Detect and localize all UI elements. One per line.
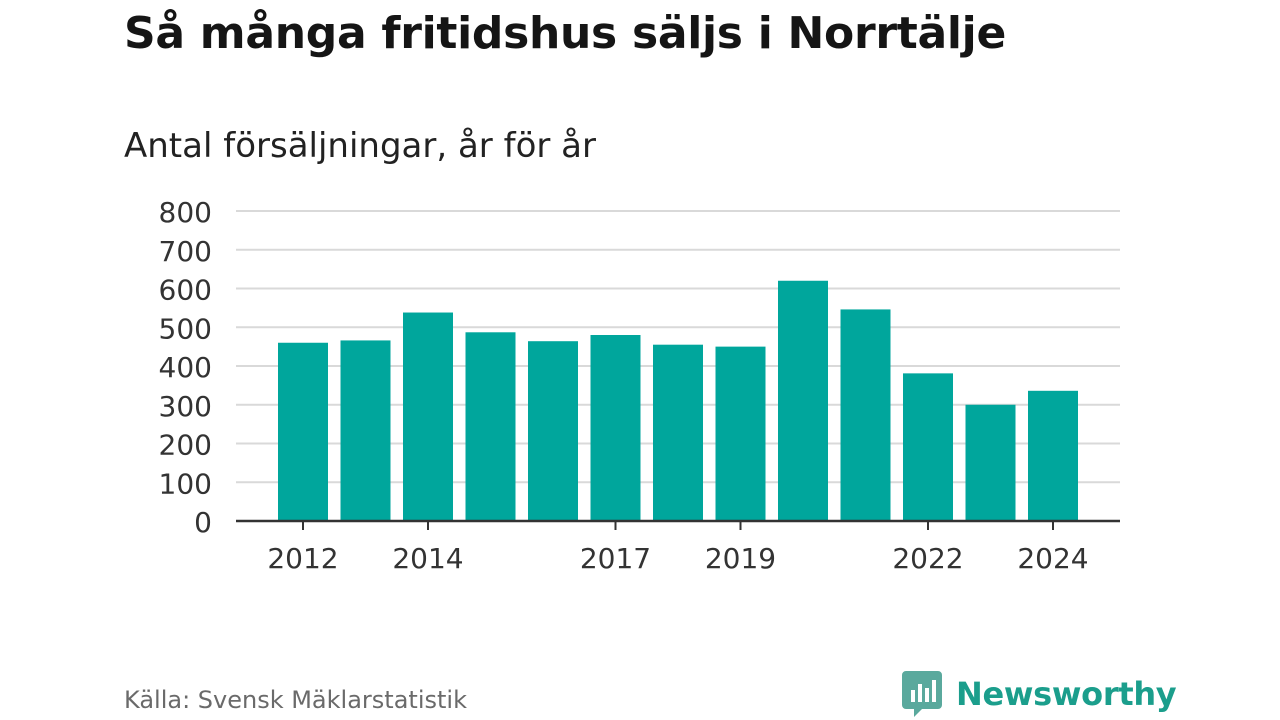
y-tick-label: 100 — [159, 467, 212, 500]
x-tick-label: 2017 — [580, 542, 651, 575]
x-tick-label: 2022 — [892, 542, 963, 575]
y-tick-label: 700 — [159, 235, 212, 268]
bar-2020 — [778, 280, 828, 521]
y-tick-label: 400 — [159, 351, 212, 384]
y-tick-label: 0 — [194, 506, 212, 539]
y-tick-label: 500 — [159, 312, 212, 345]
y-tick-label: 800 — [159, 196, 212, 229]
bar-2019 — [715, 346, 766, 521]
bar-2023 — [965, 404, 1016, 521]
bar-2015 — [465, 332, 516, 521]
bar-2018 — [653, 344, 703, 521]
y-tick-label: 200 — [159, 429, 212, 462]
y-tick-label: 600 — [159, 274, 212, 307]
y-tick-label: 300 — [159, 390, 212, 423]
bar-2012 — [278, 342, 328, 521]
chart-title: Så många fritidshus säljs i Norrtälje — [124, 8, 1006, 59]
bar-2016 — [528, 341, 578, 521]
chart-subtitle: Antal försäljningar, år för år — [124, 126, 596, 166]
bar-2021 — [840, 309, 891, 521]
x-tick-label: 2014 — [392, 542, 463, 575]
x-tick-label: 2012 — [267, 542, 338, 575]
source-note: Källa: Svensk Mäklarstatistik — [124, 686, 467, 714]
newsworthy-logo-icon — [902, 671, 942, 717]
brand-logo: Newsworthy — [902, 671, 1177, 717]
bar-2017 — [590, 335, 641, 521]
x-tick-label: 2019 — [705, 542, 776, 575]
brand-name: Newsworthy — [956, 675, 1177, 713]
bar-2022 — [903, 373, 953, 521]
x-tick-label: 2024 — [1017, 542, 1088, 575]
bar-2024 — [1028, 390, 1078, 521]
bar-2014 — [403, 312, 453, 521]
bar-2013 — [340, 340, 391, 521]
